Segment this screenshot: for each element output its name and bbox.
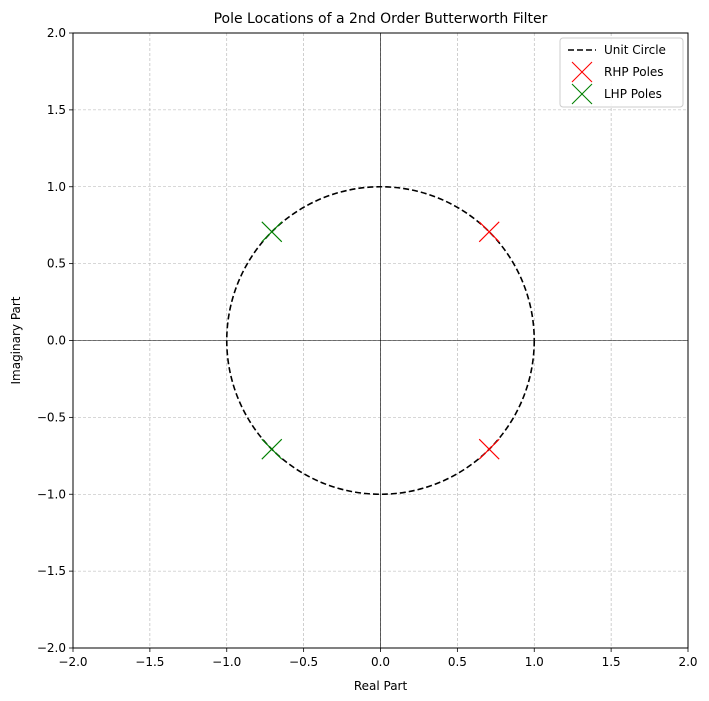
y-tick-label-8: 2.0: [47, 26, 66, 40]
y-tick-label-4: 0.0: [47, 334, 66, 348]
x-axis-title: Real Part: [354, 679, 408, 693]
y-tick-label-6: 1.0: [47, 180, 66, 194]
legend-swatch-rhp-stroke-b: [571, 61, 593, 83]
y-tick-label-2: −1.0: [37, 487, 66, 501]
y-tick-label-1: −1.5: [37, 564, 66, 578]
legend-label-2: LHP Poles: [604, 87, 662, 101]
y-axis-title: Imaginary Part: [9, 296, 23, 384]
lhp-pole-marker-0-stroke-b: [261, 221, 283, 243]
x-tick-label-7: 1.5: [602, 655, 621, 669]
x-tick-label-0: −2.0: [58, 655, 87, 669]
chart-title: Pole Locations of a 2nd Order Butterwort…: [214, 11, 548, 27]
y-tick-label-7: 1.5: [47, 103, 66, 117]
x-tick-label-5: 0.5: [448, 655, 467, 669]
x-tick-label-2: −1.0: [212, 655, 241, 669]
rhp-pole-marker-1: [478, 438, 500, 460]
x-tick-label-3: −0.5: [289, 655, 318, 669]
rhp-pole-marker-0-stroke-b: [478, 221, 500, 243]
y-tick-label-3: −0.5: [37, 410, 66, 424]
tick-marks: −2.0 −1.5 −1.0 −0.5 0.0 0.5 1.0 1.5 2.0 −2.0 −1.5 −…: [37, 26, 698, 669]
lhp-pole-marker-1: [261, 438, 283, 460]
legend-label-0: Unit Circle: [604, 43, 666, 57]
unit-circle-line: [225, 185, 536, 496]
y-tick-label-0: −2.0: [37, 641, 66, 655]
x-tick-label-8: 2.0: [678, 655, 697, 669]
x-tick-label-6: 1.0: [525, 655, 544, 669]
x-tick-label-1: −1.5: [135, 655, 164, 669]
legend: Unit Circle RHP Poles LHP Poles: [559, 37, 684, 108]
x-tick-label-4: 0.0: [371, 655, 390, 669]
zero-axis-lines: [73, 33, 688, 648]
rhp-pole-marker-1-stroke-b: [478, 438, 500, 460]
lhp-pole-marker-1-stroke-b: [261, 438, 283, 460]
legend-box: [559, 37, 684, 108]
rhp-pole-marker-0: [478, 221, 500, 243]
plot-series: [225, 185, 536, 496]
legend-label-1: RHP Poles: [604, 65, 664, 79]
lhp-pole-marker-0: [261, 221, 283, 243]
y-tick-label-5: 0.5: [47, 257, 66, 271]
legend-swatch-lhp-stroke-b: [571, 83, 593, 105]
legend-swatch-rhp: [571, 61, 593, 83]
legend-swatch-lhp: [571, 83, 593, 105]
